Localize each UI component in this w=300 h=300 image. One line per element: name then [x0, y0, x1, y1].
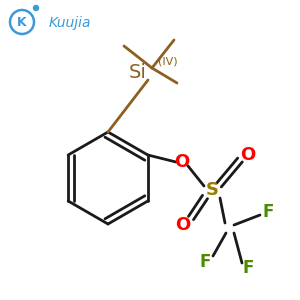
Text: F: F — [242, 259, 254, 277]
Text: F: F — [262, 203, 274, 221]
Text: O: O — [240, 146, 256, 164]
Text: Kuujia: Kuujia — [49, 16, 91, 30]
Circle shape — [34, 5, 38, 10]
Text: O: O — [176, 216, 190, 234]
Text: (IV): (IV) — [158, 57, 178, 67]
Text: S: S — [206, 181, 218, 199]
Text: O: O — [174, 153, 190, 171]
Text: K: K — [17, 16, 27, 28]
Text: F: F — [199, 253, 211, 271]
Text: Si: Si — [129, 64, 147, 83]
